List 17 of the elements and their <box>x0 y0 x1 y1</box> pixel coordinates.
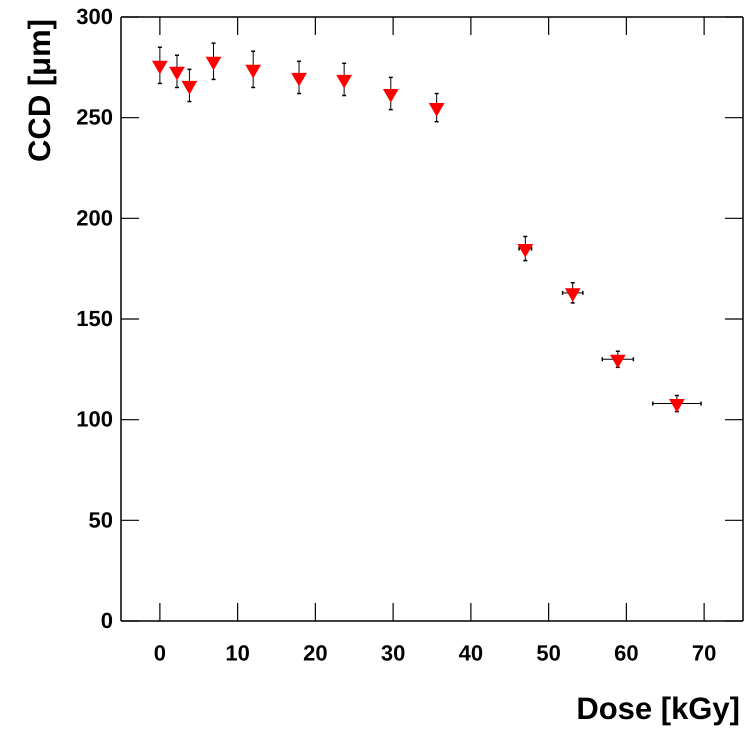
y-tick-label: 150 <box>76 306 113 332</box>
y-tick-label: 250 <box>76 104 113 130</box>
x-tick-label: 10 <box>225 640 250 666</box>
y-tick-label: 50 <box>88 507 113 532</box>
x-tick-label: 60 <box>614 640 639 666</box>
x-axis-title: Dose [kGy] <box>576 691 740 726</box>
y-axis-title: CCD [μm] <box>22 19 57 162</box>
x-tick-label: 0 <box>154 640 166 666</box>
y-tick-label: 300 <box>76 4 113 30</box>
x-tick-label: 40 <box>458 640 484 666</box>
y-tick-label: 200 <box>76 205 113 230</box>
x-tick-label: 30 <box>380 640 406 666</box>
y-tick-label: 0 <box>100 608 113 634</box>
x-tick-label: 20 <box>303 640 328 666</box>
x-tick-label: 50 <box>536 640 561 666</box>
y-tick-label: 100 <box>76 406 113 432</box>
x-tick-label: 70 <box>692 640 716 666</box>
